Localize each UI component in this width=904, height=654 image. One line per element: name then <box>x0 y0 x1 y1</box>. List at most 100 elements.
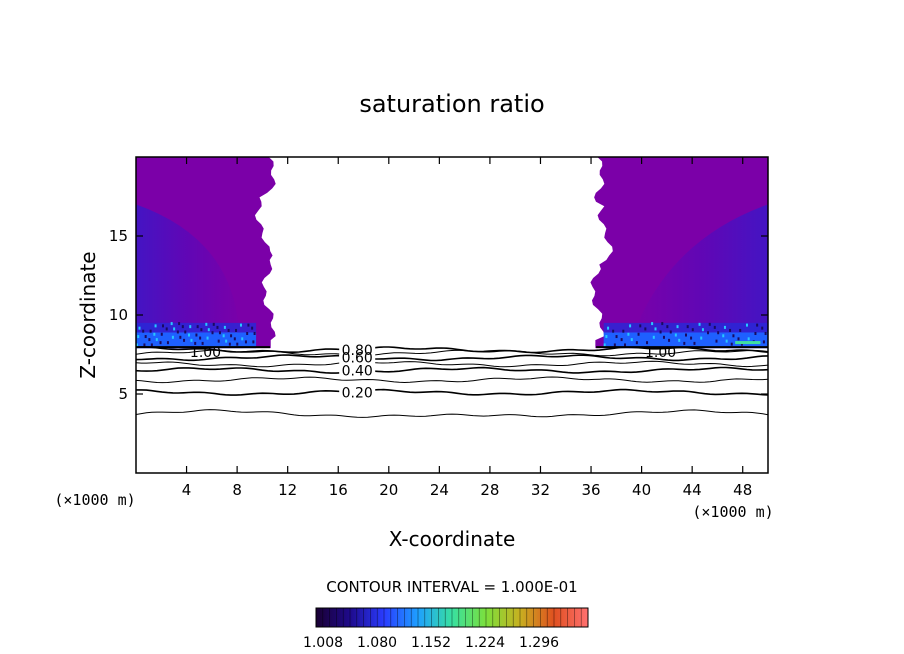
y-tick-label: 10 <box>109 306 128 324</box>
x-axis: 4 8 12 16 20 24 28 32 36 40 44 48 <box>182 157 752 499</box>
speckle <box>236 342 239 346</box>
speckle <box>707 331 710 335</box>
speckle <box>239 323 242 327</box>
speckle <box>701 328 704 332</box>
cloud-base-band <box>136 332 257 349</box>
speckle <box>717 331 720 335</box>
cloud-base-band-upper <box>136 322 257 333</box>
speckle <box>218 331 221 335</box>
speckle <box>179 335 182 339</box>
speckle <box>161 324 164 328</box>
region-label: 1.00 <box>645 345 676 361</box>
speckle <box>160 332 163 336</box>
speckle <box>170 322 173 326</box>
speckle <box>195 333 198 337</box>
x-tick-label: 32 <box>531 481 550 499</box>
speckle <box>184 330 187 334</box>
speckle <box>730 342 733 346</box>
speckle <box>196 325 199 329</box>
speckle <box>698 322 701 326</box>
speckle <box>217 339 220 343</box>
speckle <box>761 326 764 330</box>
speckle <box>754 331 757 335</box>
speckle <box>690 336 693 340</box>
speckle <box>739 328 742 332</box>
x-tick-label: 28 <box>480 481 499 499</box>
x-tick-label: 20 <box>379 481 398 499</box>
speckle <box>251 326 254 330</box>
speckle <box>171 335 174 339</box>
speckle <box>247 323 250 327</box>
speckle <box>691 328 694 332</box>
speckle <box>676 325 679 329</box>
x-tick-label: 48 <box>733 481 752 499</box>
y-axis-title: Z-coordinate <box>76 251 100 378</box>
y-tick-label: 5 <box>118 385 128 403</box>
speckle <box>165 327 168 331</box>
x-tick-label: 36 <box>581 481 600 499</box>
speckle <box>166 341 169 345</box>
speckle <box>148 338 151 342</box>
speckle <box>708 322 711 326</box>
speckle <box>252 340 255 344</box>
speckle <box>144 335 147 339</box>
x-axis-title: X-coordinate <box>389 527 516 551</box>
contour-label-bg <box>339 363 376 378</box>
speckle <box>729 328 732 332</box>
contour-label-bg <box>339 342 376 357</box>
speckle <box>201 341 204 345</box>
speckle <box>732 334 735 338</box>
speckle <box>225 339 228 343</box>
speckle <box>700 336 703 340</box>
speckle <box>212 322 215 326</box>
speckle <box>693 341 696 345</box>
speckle <box>227 328 230 332</box>
speckle <box>659 330 662 334</box>
speckle <box>137 335 140 339</box>
speckle <box>639 324 642 328</box>
x-tick-label: 4 <box>182 481 192 499</box>
colorbar-tick-label: 1.008 <box>303 635 343 651</box>
speckle <box>661 322 664 326</box>
speckle <box>603 343 606 347</box>
y-tick-label: 15 <box>109 227 128 245</box>
speckle <box>244 340 247 344</box>
speckle <box>612 329 615 333</box>
region-label: 1.00 <box>190 345 221 361</box>
contour-line <box>136 354 768 362</box>
speckle <box>629 324 632 328</box>
contour-line <box>136 360 768 368</box>
speckle <box>222 334 225 338</box>
speckle <box>630 338 633 342</box>
speckle <box>159 341 162 345</box>
speckle <box>190 338 193 342</box>
speckle <box>154 324 157 328</box>
speckle <box>683 341 686 345</box>
speckle <box>613 343 616 347</box>
cloud-base-band-upper <box>603 322 768 333</box>
speckle <box>228 342 231 346</box>
colorbar: 1.008 1.080 1.152 1.224 1.296 <box>303 607 589 651</box>
speckle <box>142 329 145 333</box>
speckle <box>764 331 767 335</box>
speckle <box>723 325 726 329</box>
speckle <box>725 339 728 343</box>
x-tick-label: 40 <box>632 481 651 499</box>
y-axis: 5 10 15 <box>109 227 768 403</box>
speckle <box>740 342 743 346</box>
colorbar-tick-label: 1.152 <box>411 635 451 651</box>
speckle <box>678 338 681 342</box>
speckle <box>136 343 138 347</box>
x-tick-label: 8 <box>232 481 242 499</box>
speckle <box>713 325 716 329</box>
green-streak <box>735 341 761 345</box>
x-tick-label: 24 <box>430 481 449 499</box>
speckle <box>189 325 192 329</box>
contour-label: 0.60 <box>342 351 373 367</box>
speckle <box>715 339 718 343</box>
x-unit-label-right: (×1000 m) <box>692 503 773 521</box>
colorbar-tick-label: 1.080 <box>357 635 397 651</box>
speckle <box>223 325 226 329</box>
speckle <box>686 325 689 329</box>
speckle <box>153 332 156 336</box>
